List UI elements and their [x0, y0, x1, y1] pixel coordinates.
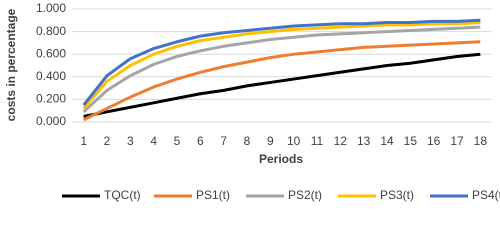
legend-label: PS4(t) — [472, 188, 500, 202]
legend-label: PS3(t) — [380, 188, 414, 202]
y-tick-label: 0.600 — [36, 46, 66, 60]
series-line — [83, 52, 481, 118]
x-tick-label: 15 — [404, 134, 418, 148]
legend-label: TQC(t) — [104, 188, 141, 202]
x-tick-label: 2 — [104, 134, 111, 148]
legend-label: PS2(t) — [288, 188, 322, 202]
x-tick-label: 1 — [80, 134, 87, 148]
y-tick-label: 0.800 — [36, 24, 66, 38]
x-tick-label: 4 — [150, 134, 157, 148]
x-tick-label: 5 — [174, 134, 181, 148]
series-line — [82, 25, 481, 113]
chart: costs in percentage Periods 0.000 0.200 0.… — [4, 1, 500, 202]
x-tick-label: 16 — [427, 134, 441, 148]
x-tick-label: 8 — [244, 134, 251, 148]
y-tick-label: 0.000 — [36, 114, 66, 128]
x-tick-label: 12 — [334, 134, 348, 148]
series-line — [82, 21, 481, 110]
x-tick-label: 17 — [450, 134, 464, 148]
x-tick-label: 14 — [380, 134, 394, 148]
y-tick-label: 1.000 — [36, 1, 66, 15]
legend-label: PS1(t) — [196, 188, 230, 202]
x-tick-label: 13 — [357, 134, 371, 148]
x-tick-label: 3 — [127, 134, 134, 148]
series-line — [83, 40, 481, 122]
x-tick-label: 10 — [287, 134, 301, 148]
x-tick-label: 9 — [267, 134, 274, 148]
series-line — [82, 18, 481, 106]
y-axis-label: costs in percentage — [4, 8, 18, 121]
x-axis-label: Periods — [259, 152, 303, 166]
x-tick-label: 11 — [311, 134, 324, 148]
x-tick-label: 6 — [197, 134, 204, 148]
x-tick-label: 18 — [474, 134, 488, 148]
y-tick-label: 0.400 — [36, 69, 66, 83]
x-tick-label: 7 — [220, 134, 227, 148]
y-tick-label: 0.200 — [36, 92, 66, 106]
